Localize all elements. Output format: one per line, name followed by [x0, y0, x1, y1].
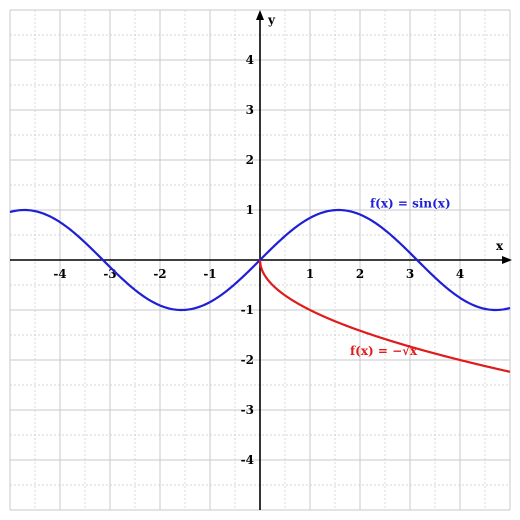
- y-axis-label: y: [267, 13, 276, 27]
- y-tick-label: 1: [246, 203, 254, 217]
- y-tick-label: -4: [241, 453, 254, 467]
- series-label-neg_sqrt: f(x) = −√x: [350, 344, 418, 358]
- y-tick-label: -3: [241, 403, 254, 417]
- series-label-sin: f(x) = sin(x): [370, 197, 451, 211]
- x-tick-label: -2: [153, 267, 166, 281]
- x-tick-label: -1: [203, 267, 216, 281]
- y-tick-label: 4: [246, 53, 254, 67]
- tick-labels: -4 -3 -2 -1 1 2 3 4 4 3 2 1 -1 -2 -3 -4: [53, 53, 464, 467]
- series-curves: [9, 208, 511, 373]
- x-tick-label: 1: [306, 267, 314, 281]
- x-tick-label: -3: [103, 267, 116, 281]
- y-tick-label: -1: [241, 303, 254, 317]
- x-tick-label: -4: [53, 267, 66, 281]
- y-axis-arrow: [256, 10, 264, 20]
- x-tick-label: 4: [456, 267, 464, 281]
- series-line-neg_sqrt: [258, 259, 511, 373]
- x-tick-label: 3: [406, 267, 414, 281]
- y-tick-label: -2: [241, 353, 254, 367]
- x-axis-label: x: [496, 239, 504, 253]
- y-tick-label: 2: [246, 153, 254, 167]
- x-axis-arrow: [502, 256, 512, 264]
- series-labels: f(x) = sin(x) f(x) = −√x: [350, 197, 451, 359]
- x-tick-label: 2: [356, 267, 364, 281]
- y-tick-label: 3: [246, 103, 254, 117]
